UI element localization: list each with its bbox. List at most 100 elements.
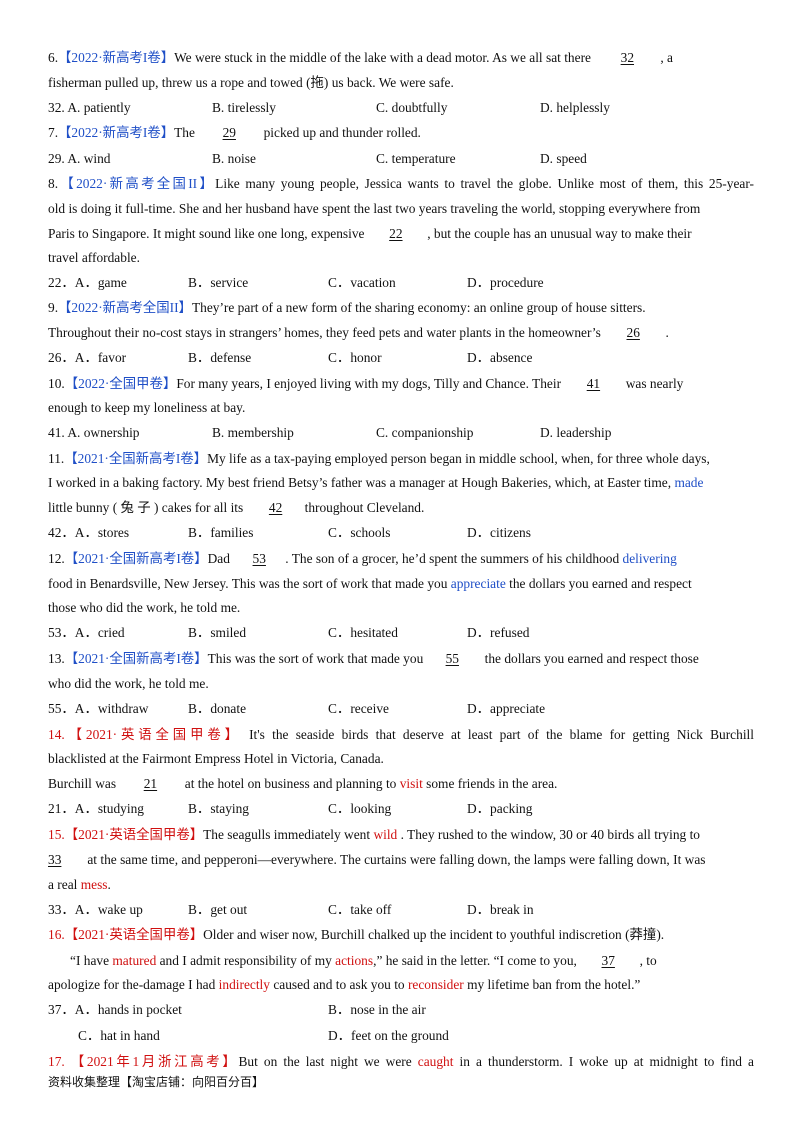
answer-blank: 41 xyxy=(586,376,601,391)
option-a: 22．A．game xyxy=(48,275,127,290)
question-source: 【2022·新高考I卷】 xyxy=(58,50,175,65)
highlighted-word: delivering xyxy=(622,551,677,566)
option-b: B．staying xyxy=(188,801,250,816)
answer-blank: 29 xyxy=(222,125,236,140)
option-c: C．hesitated xyxy=(328,625,398,640)
question-16-line-3: apologize for the-damage I had indirectl… xyxy=(48,977,641,992)
option-b: B．donate xyxy=(188,701,247,716)
option-a: 55．A．withdraw xyxy=(48,701,149,716)
question-source: 【2021·英语全国甲卷】 xyxy=(64,827,204,842)
question-source: 【2021年1月浙江高考】 xyxy=(70,1054,239,1069)
option-d: D．packing xyxy=(467,801,533,816)
question-12-line-3: those who did the work, he told me. xyxy=(48,600,241,615)
option-a: 26．A．favor xyxy=(48,350,127,365)
highlighted-word: indirectly xyxy=(218,977,270,992)
option-d: D．citizens xyxy=(467,525,531,540)
option-d: D．break in xyxy=(467,902,534,917)
highlighted-word: appreciate xyxy=(450,576,506,591)
question-8-line-4: travel affordable. xyxy=(48,250,140,265)
option-d: D．feet on the ground xyxy=(328,1028,449,1043)
option-c: C. temperature xyxy=(376,151,456,166)
option-d: D．appreciate xyxy=(467,701,546,716)
option-a: 21．A．studying xyxy=(48,801,144,816)
question-number: 6. xyxy=(48,50,59,65)
option-d: D．procedure xyxy=(467,275,544,290)
question-10-line-2: enough to keep my loneliness at bay. xyxy=(48,400,246,415)
question-source: 【2021·全国新高考I卷】 xyxy=(64,651,208,666)
option-b: B. membership xyxy=(212,425,294,440)
option-a: 29. A. wind xyxy=(48,151,111,166)
option-a: 37．A．hands in pocket xyxy=(48,1002,182,1017)
question-source: 【2021·英语全国甲卷】 xyxy=(64,927,204,942)
option-a: 53．A．cried xyxy=(48,625,125,640)
question-15-line-2: 33 at the same time, and pepperoni—every… xyxy=(48,852,706,867)
option-b: B．families xyxy=(188,525,254,540)
answer-blank: 53 xyxy=(252,551,266,566)
question-16-line-2: “I have matured and I admit responsibili… xyxy=(70,953,657,968)
option-b: B．get out xyxy=(188,902,248,917)
question-11-line-2: I worked in a baking factory. My best fr… xyxy=(48,475,704,490)
answer-blank: 22 xyxy=(389,226,403,241)
option-c: C. doubtfully xyxy=(376,100,448,115)
highlighted-word: wild xyxy=(373,827,398,842)
question-13-line-2: who did the work, he told me. xyxy=(48,676,209,691)
option-d: D. speed xyxy=(540,151,587,166)
question-8-line-3: Paris to Singapore. It might sound like … xyxy=(48,226,692,241)
question-10-line-1: 10.【2022·全国甲卷】For many years, I enjoyed … xyxy=(48,376,684,391)
option-d: D．absence xyxy=(467,350,533,365)
option-b: B．service xyxy=(188,275,249,290)
option-c: C．schools xyxy=(328,525,391,540)
question-13-line-1: 13.【2021·全国新高考I卷】This was the sort of wo… xyxy=(48,651,699,666)
question-17-line-1: 17. 【2021年1月浙江高考】But on the last night w… xyxy=(48,1054,754,1069)
highlighted-word: made xyxy=(674,475,704,490)
question-8-line-1: 8.【2022·新高考全国II】Like many young people, … xyxy=(48,176,754,191)
highlighted-word: actions xyxy=(335,953,374,968)
option-a: 32. A. patiently xyxy=(48,100,131,115)
page-footer: 资料收集整理【淘宝店铺：向阳百分百】 xyxy=(48,1075,265,1089)
highlighted-word: caught xyxy=(417,1054,454,1069)
option-c: C. companionship xyxy=(376,425,474,440)
question-14-line-1: 14.【2021·英语全国甲卷】 It's the seaside birds … xyxy=(48,727,754,742)
highlighted-word: mess xyxy=(80,877,108,892)
option-d: D. leadership xyxy=(540,425,612,440)
option-c: C．hat in hand xyxy=(78,1028,160,1043)
option-b: B．smiled xyxy=(188,625,247,640)
question-7-line-1: 7.【2022·新高考I卷】The 29 picked up and thund… xyxy=(48,125,421,140)
answer-blank: 32 xyxy=(620,50,635,65)
question-source: 【2022·新高考I卷】 xyxy=(58,125,175,140)
option-b: B. tirelessly xyxy=(212,100,276,115)
question-16-line-1: 16.【2021·英语全国甲卷】Older and wiser now, Bur… xyxy=(48,927,665,942)
question-9-line-2: Throughout their no-cost stays in strang… xyxy=(48,325,669,340)
option-b: B．defense xyxy=(188,350,252,365)
question-source: 【2022·全国甲卷】 xyxy=(64,376,177,391)
option-b: B．nose in the air xyxy=(328,1002,426,1017)
question-15-line-1: 15.【2021·英语全国甲卷】The seagulls immediately… xyxy=(48,827,700,842)
highlighted-word: visit xyxy=(399,776,423,791)
answer-blank: 33 xyxy=(48,852,62,867)
question-14-line-2: blacklisted at the Fairmont Empress Hote… xyxy=(48,751,384,766)
option-c: C．honor xyxy=(328,350,382,365)
option-d: D. helplessly xyxy=(540,100,610,115)
answer-blank: 26 xyxy=(626,325,640,340)
option-c: C．receive xyxy=(328,701,389,716)
question-source: 【2022·新高考全国II】 xyxy=(58,176,216,191)
option-c: C．take off xyxy=(328,902,392,917)
question-source: 【2022·新高考全国II】 xyxy=(58,300,192,315)
question-8-line-2: old is doing it full-time. She and her h… xyxy=(48,201,701,216)
option-a: 41. A. ownership xyxy=(48,425,140,440)
option-d: D．refused xyxy=(467,625,530,640)
question-6-line-2: fisherman pulled up, threw us a rope and… xyxy=(48,75,454,90)
option-c: C．looking xyxy=(328,801,392,816)
answer-blank: 21 xyxy=(143,776,158,791)
question-9-line-1: 9.【2022·新高考全国II】They’re part of a new fo… xyxy=(48,300,646,315)
option-b: B. noise xyxy=(212,151,256,166)
option-a: 33．A．wake up xyxy=(48,902,143,917)
question-11-line-1: 11.【2021·全国新高考I卷】My life as a tax-paying… xyxy=(48,451,710,466)
question-11-line-3: little bunny ( 兔 子 ) cakes for all its 4… xyxy=(48,500,425,515)
option-a: 42．A．stores xyxy=(48,525,130,540)
question-source: 【2021·全国新高考I卷】 xyxy=(64,451,208,466)
answer-blank: 37 xyxy=(601,953,615,968)
answer-blank: 42 xyxy=(268,500,283,515)
question-12-line-1: 12.【2021·全国新高考I卷】Dad 53. The son of a gr… xyxy=(48,551,677,566)
highlighted-word: matured xyxy=(112,953,157,968)
